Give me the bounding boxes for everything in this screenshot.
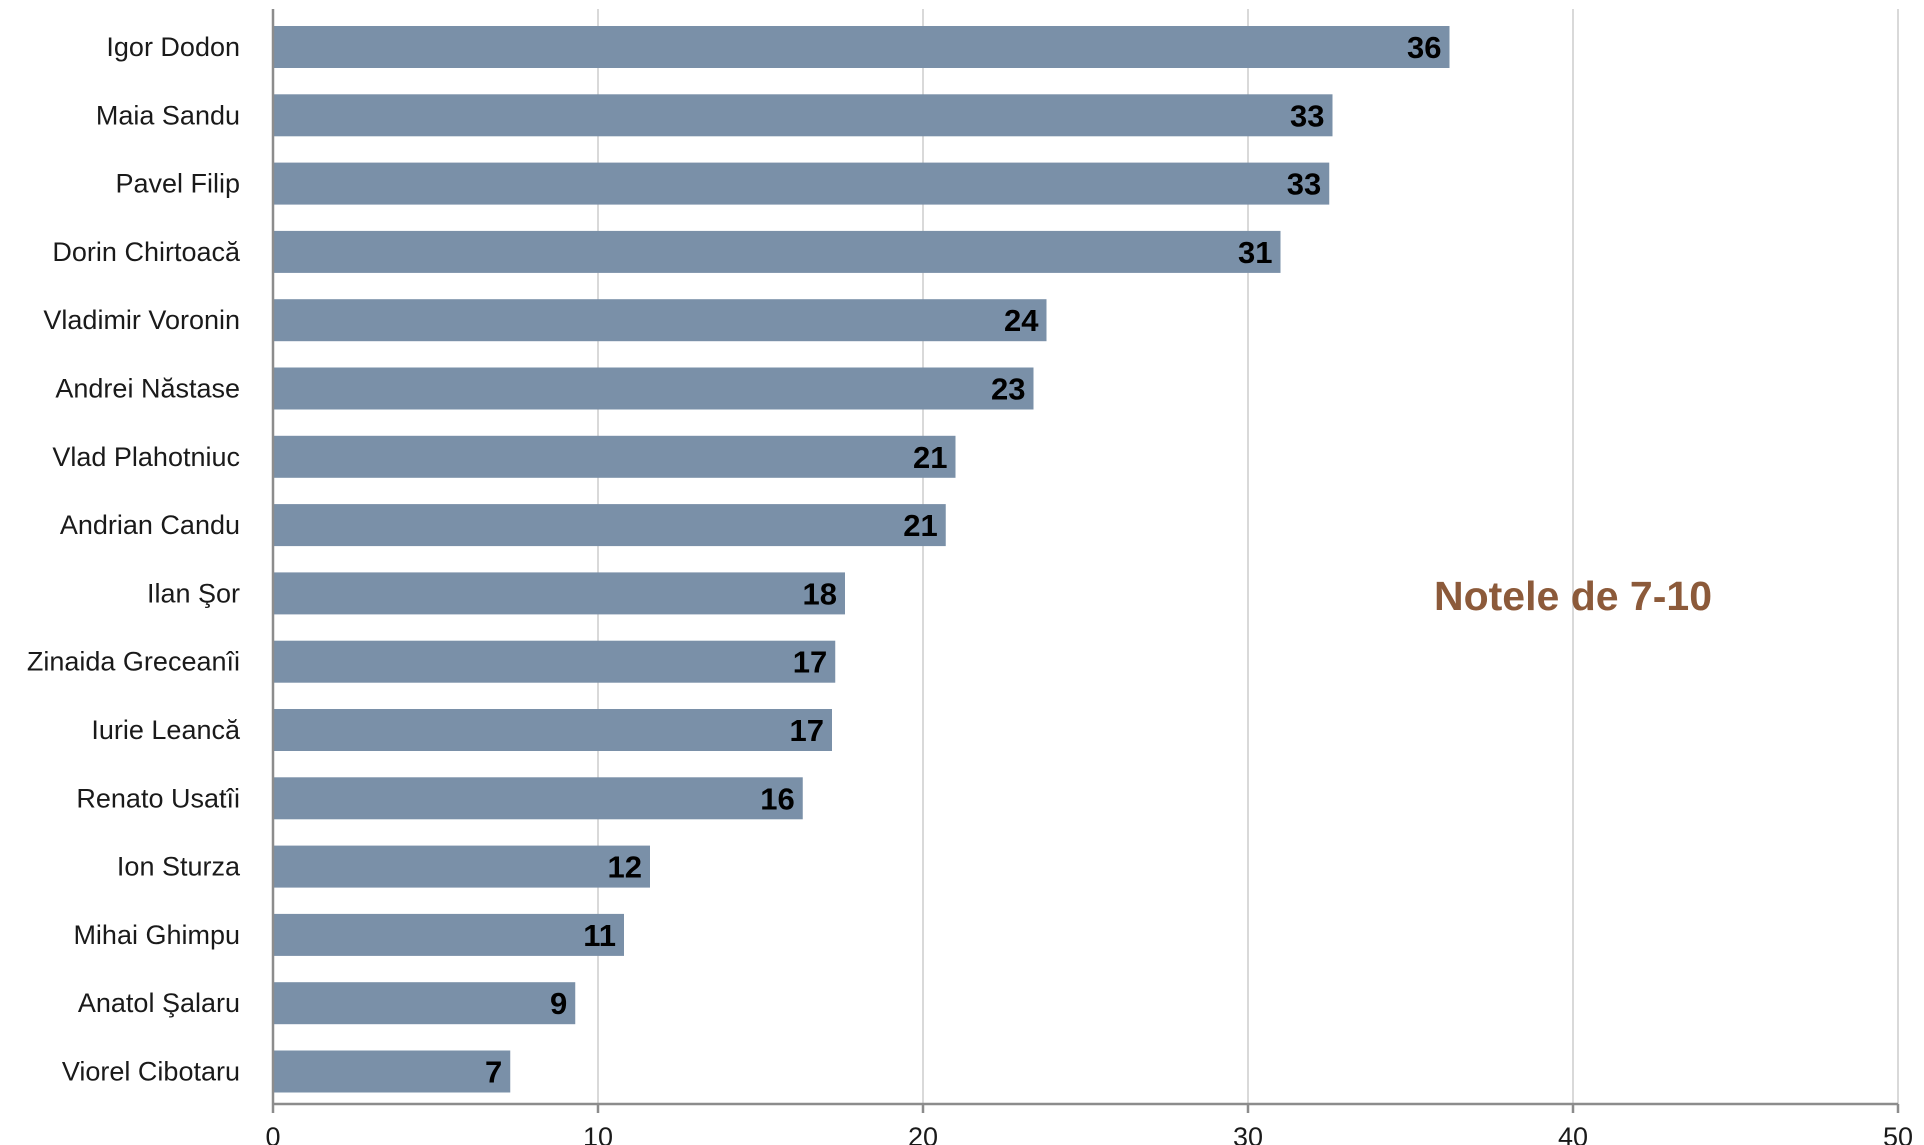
- x-tick-label: 10: [583, 1122, 613, 1145]
- bar-5: [273, 367, 1034, 410]
- bar-10: [273, 709, 832, 751]
- category-label: Zinaida Greceanîi: [27, 647, 240, 677]
- data-label: 18: [803, 576, 837, 611]
- data-label: 17: [793, 645, 827, 680]
- labels: Igor Dodon 36 Maia Sandu 33 Pavel Filip 33 Dor…: [27, 30, 1913, 1145]
- data-label: 23: [991, 372, 1025, 407]
- bar-4: [273, 299, 1047, 342]
- bar-1: [273, 94, 1333, 137]
- category-label: Viorel Cibotaru: [62, 1057, 240, 1087]
- bars: [273, 26, 1450, 1093]
- bar-13: [273, 913, 624, 956]
- data-label: 33: [1290, 98, 1324, 133]
- data-label: 31: [1238, 235, 1272, 270]
- x-tick-label: 20: [908, 1122, 938, 1145]
- data-label: 24: [1004, 303, 1039, 338]
- axes: [271, 9, 1900, 1113]
- x-tick-label: 50: [1883, 1122, 1913, 1145]
- category-label: Andrian Candu: [60, 510, 240, 540]
- x-tick-label: 40: [1558, 1122, 1588, 1145]
- bar-3: [273, 230, 1281, 273]
- chart-annotation: Notele de 7-10: [1434, 573, 1712, 619]
- category-label: Renato Usatîi: [76, 783, 240, 813]
- data-label: 7: [485, 1055, 502, 1090]
- bar-11: [273, 777, 803, 820]
- bar-6: [273, 435, 956, 478]
- data-label: 11: [583, 918, 616, 953]
- data-label: 36: [1407, 30, 1441, 65]
- category-label: Vlad Plahotniuc: [52, 442, 240, 472]
- bar-7: [273, 504, 946, 547]
- x-tick-label: 0: [265, 1122, 280, 1145]
- category-label: Ion Sturza: [117, 852, 241, 882]
- bar-14: [273, 982, 576, 1025]
- category-label: Mihai Ghimpu: [73, 920, 240, 950]
- x-tick-label: 30: [1233, 1122, 1263, 1145]
- data-label: 16: [760, 781, 794, 816]
- category-label: Ilan Şor: [147, 578, 240, 608]
- bar-2: [273, 162, 1330, 205]
- category-label: Pavel Filip: [115, 169, 240, 199]
- category-label: Maia Sandu: [96, 100, 240, 130]
- category-label: Anatol Şalaru: [78, 988, 240, 1018]
- bar-9: [273, 640, 836, 683]
- bar-0: [273, 26, 1450, 68]
- category-label: Vladimir Voronin: [43, 305, 240, 335]
- category-label: Andrei Năstase: [55, 374, 240, 404]
- data-label: 21: [903, 508, 937, 543]
- data-label: 12: [608, 850, 642, 885]
- data-label: 9: [550, 986, 567, 1021]
- category-label: Iurie Leancă: [91, 715, 241, 745]
- data-label: 17: [790, 713, 824, 748]
- bar-15: [273, 1050, 511, 1093]
- bar-12: [273, 845, 650, 888]
- data-label: 21: [913, 440, 947, 475]
- data-label: 33: [1287, 167, 1321, 202]
- category-label: Igor Dodon: [106, 32, 240, 62]
- category-label: Dorin Chirtoacă: [52, 237, 241, 267]
- bar-8: [273, 572, 845, 615]
